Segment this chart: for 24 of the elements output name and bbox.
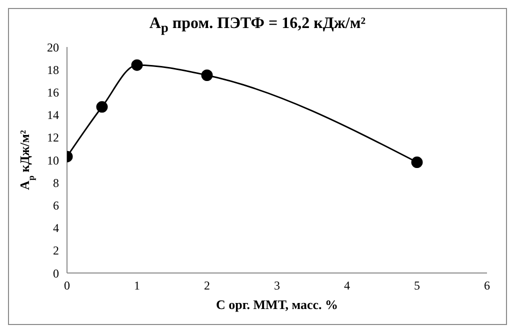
- x-tick-label: 3: [274, 278, 280, 293]
- x-tick-label: 5: [414, 278, 420, 293]
- x-axis-title: C орг. ММТ, масс. %: [216, 297, 338, 312]
- x-tick-label: 1: [134, 278, 140, 293]
- y-tick-label: 8: [53, 176, 59, 190]
- point: [411, 156, 423, 168]
- y-tick-label: 14: [47, 108, 59, 122]
- y-tick-label: 0: [53, 266, 59, 280]
- x-tick-label: 6: [484, 278, 490, 293]
- y-tick-label: 10: [47, 153, 59, 168]
- y-tick-label: 2: [53, 244, 59, 258]
- y-tick-label: 20: [47, 40, 59, 54]
- y-tick-label: 16: [47, 85, 59, 100]
- point: [96, 101, 108, 113]
- point: [131, 59, 143, 71]
- x-tick-label: 0: [64, 278, 70, 293]
- point: [201, 70, 213, 81]
- y-tick-label: 12: [47, 130, 59, 145]
- x-tick-label: 4: [344, 278, 350, 293]
- chart-title: A$_{р}$ пром. ПЭТФ = 16,2 кДж/м²: [148, 15, 367, 36]
- x-tick-label: 2: [204, 278, 210, 293]
- y-tick-label: 6: [53, 198, 59, 212]
- y-tick-label: 18: [47, 62, 59, 77]
- y-tick-label: 4: [53, 221, 59, 236]
